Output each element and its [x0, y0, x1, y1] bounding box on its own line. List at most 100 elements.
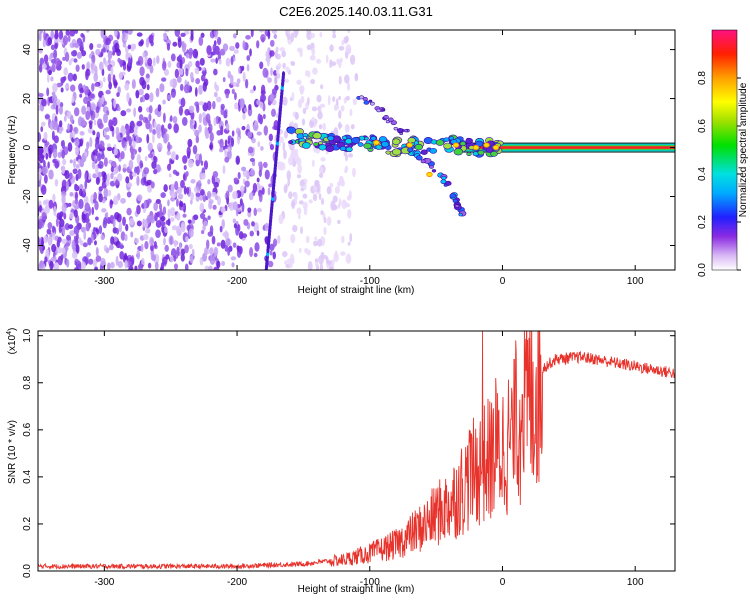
noise-speckle [180, 97, 186, 108]
noise-speckle [61, 238, 67, 244]
noise-speckle [153, 168, 158, 175]
noise-speckle [224, 88, 231, 95]
noise-speckle [93, 154, 97, 161]
noise-speckle [161, 77, 167, 82]
noise-speckle [352, 167, 356, 178]
noise-speckle [224, 156, 230, 163]
noise-speckle [39, 260, 45, 269]
noise-speckle [168, 173, 172, 178]
noise-speckle [84, 172, 88, 181]
noise-speckle [349, 108, 353, 117]
signal-blob [465, 138, 473, 144]
noise-speckle [98, 160, 104, 169]
noise-speckle [174, 68, 180, 79]
noise-speckle [94, 65, 98, 76]
noise-speckle [346, 195, 352, 201]
signal-blob [313, 142, 319, 147]
noise-speckle [237, 171, 241, 180]
noise-speckle [145, 119, 151, 130]
noise-speckle [140, 39, 144, 46]
noise-speckle [51, 225, 56, 234]
noise-speckle [259, 30, 265, 33]
x-tick-label: 0 [500, 577, 506, 588]
noise-speckle [82, 120, 88, 126]
signal-blob [414, 143, 423, 151]
noise-speckle [287, 156, 294, 166]
noise-speckle [320, 210, 324, 216]
noise-speckle [146, 133, 150, 144]
noise-speckle [320, 157, 326, 162]
noise-speckle [139, 76, 145, 86]
noise-speckle [264, 222, 269, 232]
noise-speckle [173, 255, 177, 262]
noise-speckle [38, 145, 41, 156]
noise-speckle [213, 246, 218, 258]
noise-speckle [117, 106, 121, 112]
noise-speckle [267, 260, 274, 268]
noise-speckle [105, 89, 111, 95]
noise-speckle [60, 78, 64, 86]
noise-speckle [51, 243, 57, 253]
noise-speckle [138, 88, 144, 96]
noise-speckle [73, 158, 76, 169]
noise-speckle [258, 169, 262, 177]
noise-speckle [119, 71, 122, 81]
signal-blob [381, 108, 386, 112]
noise-speckle [209, 132, 214, 143]
noise-speckle [337, 219, 341, 224]
noise-speckle [143, 167, 150, 175]
noise-speckle [134, 265, 138, 270]
noise-speckle [147, 184, 153, 193]
signal-blob [428, 164, 434, 169]
noise-speckle [184, 244, 189, 254]
noise-speckle [52, 148, 58, 159]
noise-speckle [201, 70, 207, 75]
noise-speckle [326, 186, 332, 195]
noise-speckle [222, 145, 226, 151]
noise-speckle [260, 146, 264, 151]
noise-speckle [220, 103, 225, 110]
noise-speckle [185, 53, 190, 59]
noise-speckle [245, 34, 251, 40]
noise-speckle [289, 143, 295, 151]
noise-speckle [107, 262, 111, 270]
noise-speckle [225, 123, 230, 131]
noise-speckle [142, 52, 145, 58]
noise-speckle [170, 53, 176, 62]
noise-speckle [212, 204, 217, 210]
noise-speckle [246, 64, 250, 72]
noise-speckle [167, 208, 171, 219]
noise-speckle [344, 74, 350, 84]
noise-speckle [253, 221, 259, 233]
noise-speckle [78, 188, 83, 197]
noise-speckle [249, 230, 254, 237]
noise-speckle [158, 202, 163, 211]
noise-speckle [43, 160, 46, 168]
noise-speckle [216, 242, 221, 247]
noise-speckle [253, 252, 258, 258]
noise-speckle [126, 207, 132, 216]
noise-speckle [92, 130, 96, 136]
noise-speckle [103, 217, 108, 225]
noise-speckle [216, 260, 221, 269]
noise-speckle [283, 149, 287, 160]
noise-speckle [323, 226, 327, 236]
noise-speckle [213, 181, 219, 188]
noise-speckle [106, 44, 110, 51]
spectrogram-y-ticks: -40 -20 0 20 40 [22, 44, 675, 253]
noise-speckle [257, 113, 262, 123]
noise-speckle [95, 216, 99, 221]
noise-speckle [209, 255, 216, 265]
noise-speckle [244, 78, 249, 89]
noise-speckle [91, 206, 95, 216]
colorbar-gradient [712, 30, 737, 270]
noise-speckle [170, 151, 177, 161]
noise-speckle [281, 50, 287, 58]
noise-speckle [186, 146, 191, 157]
noise-speckle [179, 67, 184, 76]
noise-speckle [347, 241, 351, 246]
noise-speckle [194, 129, 200, 137]
noise-speckle [275, 46, 279, 53]
noise-speckle [150, 40, 154, 47]
spectrogram-x-axis-label: Height of straight line (km) [298, 285, 415, 296]
